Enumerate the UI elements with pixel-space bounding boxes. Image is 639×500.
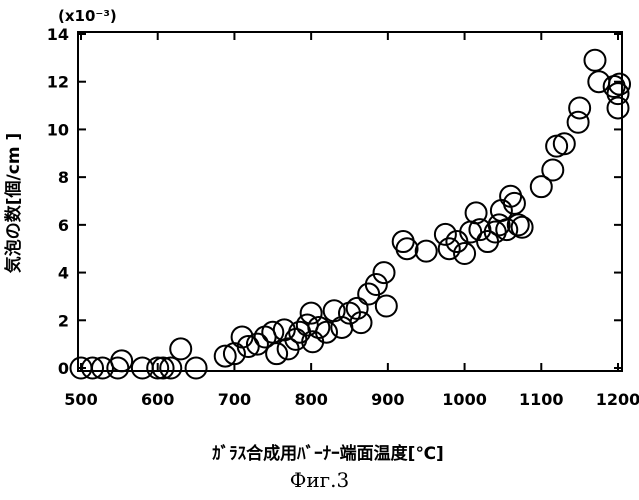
y-tick-label: 14 <box>47 25 69 44</box>
data-point <box>376 295 397 316</box>
data-point <box>347 298 368 319</box>
data-point <box>489 214 510 235</box>
data-point <box>266 343 287 364</box>
x-tick-label: 800 <box>294 390 327 409</box>
figure-caption: Фиг.3 <box>0 468 639 492</box>
data-point <box>374 262 395 283</box>
data-point <box>569 97 590 118</box>
data-point <box>324 300 345 321</box>
data-point <box>435 224 456 245</box>
y-tick-label: 4 <box>58 264 69 283</box>
data-point <box>584 50 605 71</box>
y-axis-title: 気泡の数[個/cm ] <box>3 133 24 274</box>
data-point <box>608 97 629 118</box>
data-point <box>454 243 475 264</box>
y-tick-label: 10 <box>47 120 69 139</box>
data-point <box>186 358 207 379</box>
data-point <box>496 219 517 240</box>
x-axis: 500 600 700 800 900 1000 1100 1200 <box>64 32 639 409</box>
x-tick-label: 500 <box>64 390 97 409</box>
data-point <box>588 71 609 92</box>
x-tick-label: 700 <box>218 390 251 409</box>
data-point <box>111 350 132 371</box>
data-point <box>170 338 191 359</box>
data-point <box>554 133 575 154</box>
x-tick-label: 600 <box>141 390 174 409</box>
data-point <box>316 322 337 343</box>
x-tick-label: 1100 <box>519 390 564 409</box>
data-point <box>504 193 525 214</box>
data-points <box>71 50 631 379</box>
y-tick-label: 0 <box>58 359 69 378</box>
x-tick-label: 1200 <box>596 390 639 409</box>
data-point <box>397 238 418 259</box>
data-point <box>542 159 563 180</box>
y-tick-label: 12 <box>47 73 69 92</box>
x-axis-title: ｶﾞﾗｽ合成用ﾊﾞｰﾅｰ端面温度[℃] <box>212 443 444 464</box>
data-point <box>491 200 512 221</box>
data-point <box>416 241 437 262</box>
y-multiplier-label: (x10⁻³) <box>58 7 117 25</box>
x-tick-label: 900 <box>371 390 404 409</box>
y-tick-label: 2 <box>58 311 69 330</box>
y-tick-label: 6 <box>58 216 69 235</box>
y-tick-label: 8 <box>58 168 69 187</box>
x-tick-label: 1000 <box>442 390 487 409</box>
